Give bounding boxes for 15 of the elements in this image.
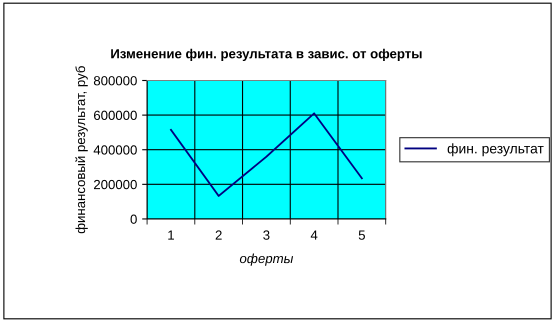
x-tick-label: 3 xyxy=(263,230,270,240)
legend-label: фин. результат xyxy=(448,143,544,156)
y-tick-label: 0 xyxy=(130,214,137,224)
line-series xyxy=(170,112,363,197)
x-tick-label: 4 xyxy=(310,230,318,240)
y-tick-label: 400000 xyxy=(94,145,137,155)
x-tick-label: 2 xyxy=(216,230,222,240)
chart-title: Изменение фин. результата в завис. от оферты xyxy=(111,48,422,62)
y-tick-label: 200000 xyxy=(94,180,137,190)
x-axis-title: оферты xyxy=(240,253,294,266)
y-axis-title: финансовый результат, руб xyxy=(75,66,88,234)
x-tick-label: 5 xyxy=(358,230,365,240)
x-tick-label: 1 xyxy=(168,230,174,240)
y-tick-label: 800000 xyxy=(94,76,137,86)
y-tick-label: 600000 xyxy=(94,110,137,120)
